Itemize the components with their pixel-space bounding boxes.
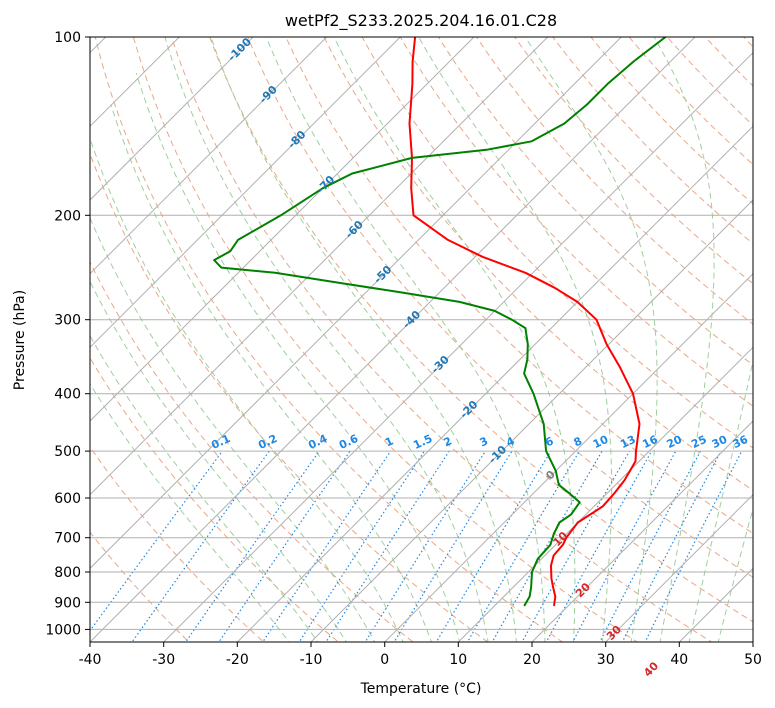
x-tick-label: 20	[523, 652, 541, 668]
dry-adiabat-line	[90, 152, 489, 642]
y-tick-label: 100	[54, 30, 81, 46]
mixing-ratio-line	[644, 450, 743, 642]
dry-adiabat-line	[437, 37, 753, 366]
mixing-ratio-label: 25	[689, 433, 708, 451]
temperature-line	[408, 37, 641, 607]
plot-frame	[89, 36, 754, 643]
x-tick-label: -40	[79, 652, 102, 668]
moist-adiabat-line	[90, 334, 319, 642]
moist-adiabat-line	[333, 37, 576, 642]
dry-adiabat-line	[628, 37, 753, 166]
mixing-ratio-label: 36	[731, 433, 751, 451]
mixing-ratio-label: 20	[665, 433, 685, 451]
x-tick-label: -10	[300, 652, 323, 668]
isotherm-line	[90, 37, 475, 422]
x-axis-label: Temperature (°C)	[360, 681, 482, 697]
dry-adiabat-line	[90, 446, 265, 642]
dry-adiabat-line	[399, 37, 753, 407]
isotherm-line	[310, 199, 753, 642]
pressure-gridlines	[90, 37, 753, 630]
isotherm-line	[90, 37, 402, 349]
isotherm-line	[457, 346, 753, 642]
plot-area	[90, 37, 753, 642]
dry-adiabat-line	[170, 37, 713, 642]
x-tick-label: 40	[670, 652, 688, 668]
moist-adiabat-line	[90, 280, 347, 642]
moist-adiabat-line	[265, 37, 546, 642]
isotherm-line	[90, 37, 696, 642]
dry-adiabat-line	[323, 37, 753, 491]
isotherm-line	[383, 272, 753, 642]
x-tick-label: 0	[380, 652, 389, 668]
dry-adiabat-line	[94, 37, 564, 642]
x-tick-label: 50	[744, 652, 762, 668]
chart-title: wetPf2_S233.2025.204.16.01.C28	[285, 11, 557, 31]
y-tick-label: 1000	[45, 622, 81, 638]
moist-adiabat-line	[135, 72, 461, 642]
y-axis: 1000 900 800 700 600 500 400 300 200 100	[45, 30, 90, 638]
y-tick-label: 400	[54, 387, 81, 403]
mixing-ratio-line	[185, 450, 320, 642]
isotherms	[90, 37, 753, 642]
y-tick-label: 700	[54, 531, 81, 547]
dry-adiabat-line	[209, 37, 753, 623]
mixing-ratio-label: 16	[640, 433, 660, 451]
isotherm-line	[90, 37, 254, 201]
dewpoint-line	[213, 37, 667, 607]
isotherm-line	[90, 37, 623, 570]
isotherm-line	[90, 37, 181, 128]
moist-adiabat-line	[418, 37, 613, 642]
x-tick-label: 30	[597, 652, 615, 668]
y-tick-label: 800	[54, 565, 81, 581]
profile-lines	[213, 37, 667, 607]
dry-adiabat-line	[247, 37, 753, 578]
y-tick-label: 900	[54, 595, 81, 611]
isotherm-line	[90, 37, 549, 496]
x-tick-label: -30	[152, 652, 175, 668]
mixing-ratio-label: 10	[591, 433, 611, 451]
isotherm-line	[604, 493, 753, 642]
y-tick-label: 200	[54, 208, 81, 224]
moist-adiabat-line	[717, 506, 753, 642]
dry-adiabat-line	[90, 260, 414, 642]
mixing-ratio-label: 13	[618, 433, 637, 451]
moist-adiabat-line	[110, 104, 432, 642]
dry-adiabat-line	[285, 37, 753, 535]
mixing-ratio-line	[621, 450, 722, 642]
dry-adiabats	[90, 37, 753, 642]
dry-adiabat-line	[475, 37, 753, 325]
isotherm-line	[531, 420, 753, 642]
moist-adiabat-line	[653, 37, 715, 642]
y-tick-label: 600	[54, 491, 81, 507]
mixing-ratio-label: 30	[710, 433, 730, 451]
x-tick-label: 10	[449, 652, 467, 668]
moist-adiabat-line	[90, 216, 376, 642]
x-tick-label: -20	[226, 652, 249, 668]
dry-adiabat-line	[132, 37, 638, 642]
isotherm-line	[236, 125, 753, 642]
isotherm-line	[90, 37, 328, 275]
isotherm-line	[162, 51, 753, 642]
mixing-ratio-line	[298, 450, 425, 642]
y-axis-label: Pressure (hPa)	[12, 290, 28, 390]
y-tick-label: 300	[54, 313, 81, 329]
mixing-ratio-line	[393, 450, 513, 642]
moist-adiabat-line	[90, 136, 404, 642]
x-axis: -40 -30 -20 -10 0 10 20 30 40 50	[79, 642, 762, 668]
dry-adiabat-line	[666, 37, 753, 126]
y-tick-label: 500	[54, 444, 81, 460]
